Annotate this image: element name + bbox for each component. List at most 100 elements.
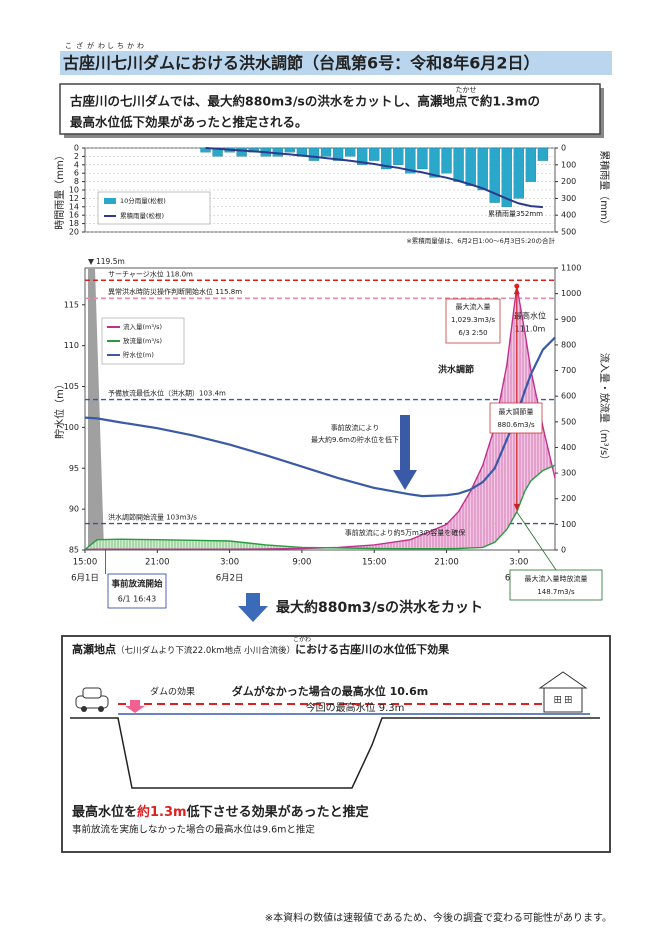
text-span: （七川ダムより下流22.0km地点 小川合流後） [116,645,295,656]
house-body [543,687,583,713]
rain-bar [357,147,368,165]
y2-tick-label: 0 [561,546,566,555]
y2-tick-label: 400 [561,211,576,220]
down-arrow-head [393,470,417,490]
arrow-head [513,503,520,511]
regulation-fill [422,524,447,549]
legend-swatch [104,198,116,204]
conclusion: 最高水位を約1.3m低下させる効果があったと推定 [72,804,369,820]
y2-tick-label: 200 [561,494,576,503]
crest-marker [88,259,94,265]
y2-tick-label: 800 [561,340,576,349]
regulation-fill [458,491,471,549]
series-line [84,464,556,551]
rain-bar [393,147,404,165]
legend-label: 10分雨量(松根) [120,196,166,205]
title-band [60,51,612,75]
x-tick-label: 21:00 [434,558,459,568]
crest-label: 119.5m [96,257,125,266]
reference-label: 異常洪水時防災操作判断開始水位 115.8m [108,287,242,296]
no-dam-label: ダムがなかった場合の最高水位 10.6m [232,684,428,698]
annotation: 最大流入量 [456,302,491,311]
rain-bar [453,147,464,182]
rain-bar [236,147,247,157]
y-tick-label: 85 [69,546,79,555]
annotation: 洪水調節 [438,364,474,376]
y-tick-label: 8 [74,177,79,186]
footnote: ※累積雨量値は、6月2日1:00～6月3日5:20の合計 [406,236,555,245]
legend-label: 貯水位(m) [123,350,154,359]
y2-tick-label: 200 [561,177,576,186]
peak-marker [514,283,520,289]
y2-tick-label: 400 [561,443,576,452]
legend-label: 流入量(m³/s) [123,322,162,331]
rain-bar [381,147,392,170]
y2-axis-title: 流入量・放流量（m³/s） [598,353,611,465]
regulation-fill [193,540,230,550]
y2-tick-label: 300 [561,194,576,203]
y2-tick-label: 900 [561,315,576,324]
regulation-fill [157,539,194,550]
annotation: 事前放流により約5万m3の容量を確保 [345,528,466,537]
y2-tick-label: 500 [561,417,576,426]
ruby: たかせ [456,86,477,94]
legend [97,191,211,225]
section-title: 高瀬地点（七川ダムより下流22.0km地点 小川合流後）における古座川の水位低下… [72,642,449,656]
annotation: 累積雨量352mm [488,209,543,218]
rain-bar [513,147,524,199]
y2-tick-label: 600 [561,392,576,401]
y-tick-label: 20 [69,228,79,237]
house-windows: 田 田 [554,696,573,705]
text-span: 約1.3m [137,804,187,820]
regulation-fill [374,539,411,549]
legend-label: 累積雨量(松根) [120,211,164,220]
cross-section [70,717,600,789]
car-wheel [98,706,104,712]
reference-label: 予備放流最低水位（洪水期）103.4m [108,389,226,398]
x-tick-label: 3:00 [220,558,239,568]
annotation-box [445,298,501,344]
x-tick-label: 15:00 [362,558,387,568]
cut-arrow-shaft [246,593,260,607]
cut-text: 最大約880m3/sの洪水をカット [276,599,483,616]
rain-bar [441,147,452,174]
cut-arrow-head [238,606,268,622]
effect-arrow [125,700,145,713]
cumulative-line [205,147,543,209]
annotation: 6/3 2:50 [458,329,487,337]
y-axis-title: 貯水位（m） [53,379,66,439]
rain-bar [405,147,416,174]
y-tick-label: 90 [69,505,79,514]
y-tick-label: 10 [69,186,79,195]
y-tick-label: 105 [64,382,79,391]
rain-bar [284,147,296,153]
rain-bar [320,147,332,157]
footer: ※本資料の数値は速報値であるため、今後の調査で変わる可能性があります。 [265,911,612,924]
dam-effect-label: ダムの効果 [150,686,195,698]
annotation: 1,029.3m3/s [451,316,495,324]
section-box [61,635,611,853]
annotation: 最大約9.6mの貯水位を低下 [311,435,399,444]
y-tick-label: 18 [69,219,79,228]
regulation-fill [97,539,122,550]
y-tick-label: 115 [64,300,79,309]
summary-box [59,83,601,135]
regulation-fill [446,511,459,549]
rain-bar [417,147,428,170]
y-tick-label: 16 [69,211,79,220]
series-line [84,285,556,551]
annotation: 最大流入量時放流量 [525,574,588,583]
leader [516,511,557,571]
y2-tick-label: 500 [561,228,576,237]
annotation: 111.0m [515,325,546,334]
summary-text: 最高水位低下効果があったと推定される。 [70,115,308,130]
car-top [82,687,102,699]
y-axis-title: 時間雨量（mm） [54,150,66,229]
y-tick-label: 95 [69,464,79,473]
y2-tick-label: 700 [561,366,576,375]
ruby: こがわ [293,636,311,644]
reference-label: サーチャージ水位 118.0m [108,269,193,278]
rain-bar [501,147,512,207]
rain-bar [489,147,500,203]
